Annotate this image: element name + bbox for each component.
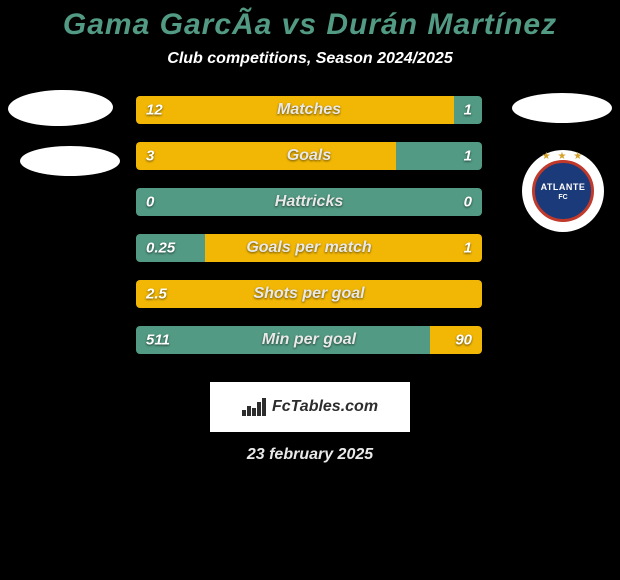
bar-value-right: 90 [455,332,472,349]
date-text: 23 february 2025 [0,446,620,464]
bar-row: Goals per match 0.25 1 [136,234,482,262]
bar-row: Matches 12 1 [136,96,482,124]
comparison-stage: ★ ★ ★ ATLANTE FC Matches 12 1 Goals 3 1 Hattri… [0,96,620,376]
bar-value-left: 3 [146,148,154,165]
subtitle: Club competitions, Season 2024/2025 [0,50,620,68]
page-title: Gama GarcÃ­a vs Durán Martínez [0,0,620,42]
footer-brand-badge: FcTables.com [210,382,410,432]
bar-value-left: 2.5 [146,286,167,303]
bar-label: Matches [277,101,341,119]
bar-value-left: 12 [146,102,163,119]
bar-label: Hattricks [275,193,343,211]
bar-value-right: 0 [464,194,472,211]
footer-brand-text: FcTables.com [272,398,378,416]
bar-left-segment [136,142,396,170]
bar-label: Shots per goal [253,285,364,303]
player2-logo-2: ★ ★ ★ ATLANTE FC [522,150,604,232]
bar-row: Min per goal 511 90 [136,326,482,354]
atlante-badge: ★ ★ ★ ATLANTE FC [532,160,594,222]
atlante-badge-sub: FC [558,194,567,201]
bar-value-right: 1 [464,102,472,119]
atlante-stars-icon: ★ ★ ★ [535,151,591,162]
bar-value-left: 0.25 [146,240,175,257]
bar-value-left: 0 [146,194,154,211]
bar-label: Goals per match [246,239,371,257]
player1-logo-2 [20,146,120,176]
bar-value-left: 511 [146,332,170,349]
bar-value-right: 1 [464,148,472,165]
bar-label: Min per goal [262,331,356,349]
player2-logo-1 [512,93,612,123]
bar-row: Goals 3 1 [136,142,482,170]
bar-row: Shots per goal 2.5 [136,280,482,308]
bar-row: Hattricks 0 0 [136,188,482,216]
bar-value-right: 1 [464,240,472,257]
bar-label: Goals [287,147,331,165]
atlante-badge-text: ATLANTE [541,182,586,192]
player1-logo-1 [8,89,114,127]
chart-icon [242,398,266,416]
comparison-bars: Matches 12 1 Goals 3 1 Hattricks 0 0 Goals per ma… [136,96,482,372]
